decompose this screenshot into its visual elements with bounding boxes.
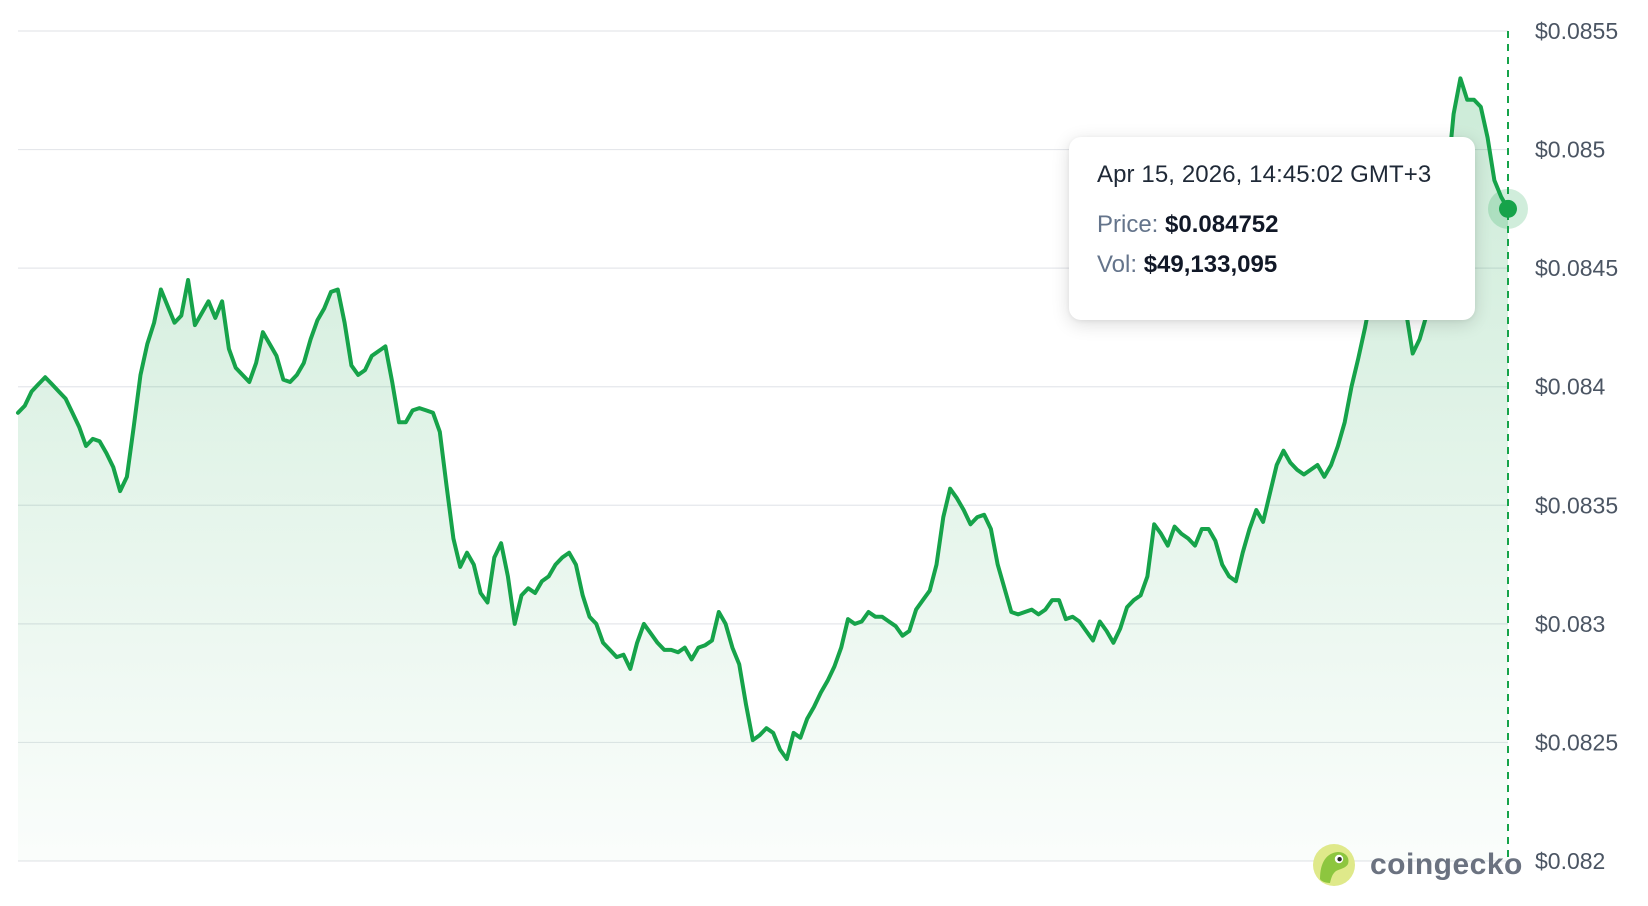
brand-name: coingecko: [1370, 848, 1523, 881]
y-tick-label: $0.082: [1535, 848, 1605, 874]
tooltip-vol-value: $49,133,095: [1143, 251, 1278, 278]
y-tick-label: $0.0855: [1535, 18, 1618, 44]
crosshair-layer: [1488, 31, 1528, 861]
y-tick-label: $0.0835: [1535, 492, 1618, 518]
tooltip-date: Apr 15, 2026, 14:45:02 GMT+3: [1097, 161, 1432, 188]
y-tick-label: $0.083: [1535, 611, 1605, 637]
tooltip-price-value: $0.084752: [1165, 211, 1279, 238]
tooltip-vol-row: Vol: $49,133,095: [1097, 251, 1447, 279]
y-tick-label: $0.0845: [1535, 255, 1618, 281]
brand-watermark: coingecko: [1312, 842, 1523, 888]
y-tick-label: $0.0825: [1535, 729, 1618, 755]
y-tick-label: $0.085: [1535, 137, 1605, 163]
price-tooltip: Apr 15, 2026, 14:45:02 GMT+3 Price: $0.0…: [1069, 137, 1475, 320]
gecko-icon: [1313, 844, 1355, 886]
price-area: [18, 78, 1508, 861]
tooltip-vol-label: Vol:: [1097, 251, 1138, 278]
hover-point[interactable]: [1499, 199, 1517, 218]
tooltip-price-label: Price:: [1097, 211, 1159, 238]
area-fill-layer: [18, 78, 1508, 861]
price-line: [16, 76, 1510, 761]
y-tick-label: $0.084: [1535, 374, 1606, 400]
y-axis: $0.082 $0.0825 $0.083 $0.0835 $0.084 $0.0845 $…: [1535, 18, 1618, 874]
line-layer: [16, 76, 1510, 761]
tooltip-price-row: Price: $0.084752: [1097, 211, 1447, 239]
